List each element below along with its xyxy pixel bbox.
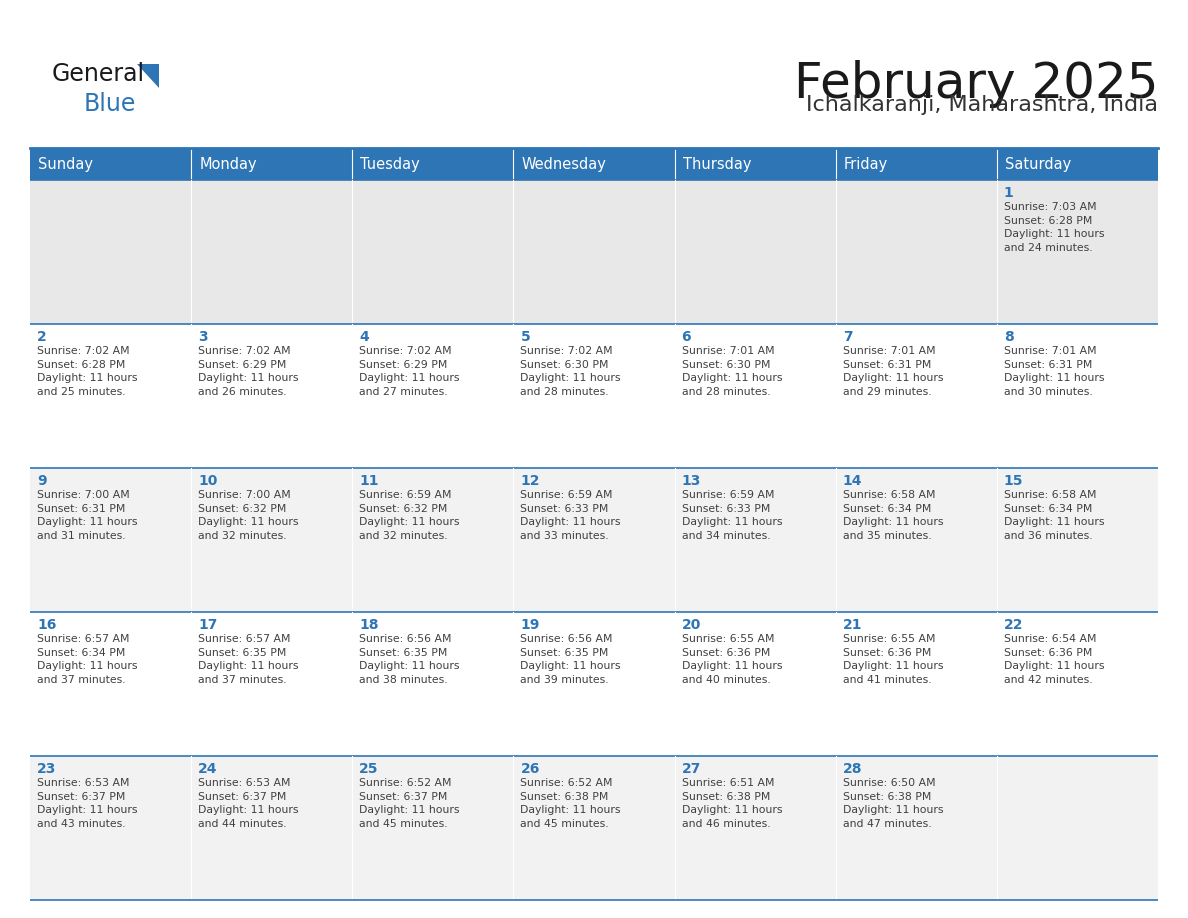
Text: Sunrise: 6:58 AM
Sunset: 6:34 PM
Daylight: 11 hours
and 35 minutes.: Sunrise: 6:58 AM Sunset: 6:34 PM Dayligh… bbox=[842, 490, 943, 541]
Text: Sunrise: 7:00 AM
Sunset: 6:32 PM
Daylight: 11 hours
and 32 minutes.: Sunrise: 7:00 AM Sunset: 6:32 PM Dayligh… bbox=[198, 490, 298, 541]
Bar bbox=[30, 148, 191, 180]
Bar bbox=[675, 148, 835, 180]
Bar bbox=[513, 148, 675, 180]
Bar bbox=[30, 468, 1158, 612]
Text: Sunrise: 7:02 AM
Sunset: 6:30 PM
Daylight: 11 hours
and 28 minutes.: Sunrise: 7:02 AM Sunset: 6:30 PM Dayligh… bbox=[520, 346, 621, 397]
Text: Sunrise: 6:56 AM
Sunset: 6:35 PM
Daylight: 11 hours
and 38 minutes.: Sunrise: 6:56 AM Sunset: 6:35 PM Dayligh… bbox=[359, 634, 460, 685]
Text: Sunrise: 6:55 AM
Sunset: 6:36 PM
Daylight: 11 hours
and 41 minutes.: Sunrise: 6:55 AM Sunset: 6:36 PM Dayligh… bbox=[842, 634, 943, 685]
Text: Thursday: Thursday bbox=[683, 156, 751, 172]
Text: Sunrise: 6:52 AM
Sunset: 6:38 PM
Daylight: 11 hours
and 45 minutes.: Sunrise: 6:52 AM Sunset: 6:38 PM Dayligh… bbox=[520, 778, 621, 829]
Text: February 2025: February 2025 bbox=[794, 60, 1158, 108]
Text: Sunrise: 6:53 AM
Sunset: 6:37 PM
Daylight: 11 hours
and 44 minutes.: Sunrise: 6:53 AM Sunset: 6:37 PM Dayligh… bbox=[198, 778, 298, 829]
Bar bbox=[30, 612, 1158, 756]
Text: 7: 7 bbox=[842, 330, 852, 344]
Text: Sunrise: 6:52 AM
Sunset: 6:37 PM
Daylight: 11 hours
and 45 minutes.: Sunrise: 6:52 AM Sunset: 6:37 PM Dayligh… bbox=[359, 778, 460, 829]
Text: Sunrise: 7:02 AM
Sunset: 6:29 PM
Daylight: 11 hours
and 26 minutes.: Sunrise: 7:02 AM Sunset: 6:29 PM Dayligh… bbox=[198, 346, 298, 397]
Bar bbox=[191, 148, 353, 180]
Text: 23: 23 bbox=[37, 762, 56, 776]
Text: General: General bbox=[52, 62, 145, 86]
Text: 16: 16 bbox=[37, 618, 56, 632]
Text: 12: 12 bbox=[520, 474, 539, 488]
Text: Sunrise: 6:50 AM
Sunset: 6:38 PM
Daylight: 11 hours
and 47 minutes.: Sunrise: 6:50 AM Sunset: 6:38 PM Dayligh… bbox=[842, 778, 943, 829]
Text: 26: 26 bbox=[520, 762, 539, 776]
Text: Sunrise: 7:01 AM
Sunset: 6:31 PM
Daylight: 11 hours
and 29 minutes.: Sunrise: 7:01 AM Sunset: 6:31 PM Dayligh… bbox=[842, 346, 943, 397]
Text: Sunrise: 6:54 AM
Sunset: 6:36 PM
Daylight: 11 hours
and 42 minutes.: Sunrise: 6:54 AM Sunset: 6:36 PM Dayligh… bbox=[1004, 634, 1105, 685]
Text: 10: 10 bbox=[198, 474, 217, 488]
Text: 25: 25 bbox=[359, 762, 379, 776]
Text: 28: 28 bbox=[842, 762, 862, 776]
Text: 2: 2 bbox=[37, 330, 46, 344]
Text: 6: 6 bbox=[682, 330, 691, 344]
Text: Sunrise: 7:02 AM
Sunset: 6:28 PM
Daylight: 11 hours
and 25 minutes.: Sunrise: 7:02 AM Sunset: 6:28 PM Dayligh… bbox=[37, 346, 138, 397]
Text: 20: 20 bbox=[682, 618, 701, 632]
Text: 4: 4 bbox=[359, 330, 369, 344]
Text: Sunrise: 6:51 AM
Sunset: 6:38 PM
Daylight: 11 hours
and 46 minutes.: Sunrise: 6:51 AM Sunset: 6:38 PM Dayligh… bbox=[682, 778, 782, 829]
Text: 5: 5 bbox=[520, 330, 530, 344]
Text: Tuesday: Tuesday bbox=[360, 156, 421, 172]
Text: Sunrise: 6:59 AM
Sunset: 6:33 PM
Daylight: 11 hours
and 33 minutes.: Sunrise: 6:59 AM Sunset: 6:33 PM Dayligh… bbox=[520, 490, 621, 541]
Text: Sunrise: 6:53 AM
Sunset: 6:37 PM
Daylight: 11 hours
and 43 minutes.: Sunrise: 6:53 AM Sunset: 6:37 PM Dayligh… bbox=[37, 778, 138, 829]
Text: Sunrise: 6:59 AM
Sunset: 6:33 PM
Daylight: 11 hours
and 34 minutes.: Sunrise: 6:59 AM Sunset: 6:33 PM Dayligh… bbox=[682, 490, 782, 541]
Text: 17: 17 bbox=[198, 618, 217, 632]
Text: 11: 11 bbox=[359, 474, 379, 488]
Text: Sunrise: 6:57 AM
Sunset: 6:35 PM
Daylight: 11 hours
and 37 minutes.: Sunrise: 6:57 AM Sunset: 6:35 PM Dayligh… bbox=[198, 634, 298, 685]
Text: 21: 21 bbox=[842, 618, 862, 632]
Text: Wednesday: Wednesday bbox=[522, 156, 606, 172]
Text: 24: 24 bbox=[198, 762, 217, 776]
Text: Sunrise: 7:03 AM
Sunset: 6:28 PM
Daylight: 11 hours
and 24 minutes.: Sunrise: 7:03 AM Sunset: 6:28 PM Dayligh… bbox=[1004, 202, 1105, 252]
Text: Sunrise: 6:56 AM
Sunset: 6:35 PM
Daylight: 11 hours
and 39 minutes.: Sunrise: 6:56 AM Sunset: 6:35 PM Dayligh… bbox=[520, 634, 621, 685]
Text: Sunrise: 6:55 AM
Sunset: 6:36 PM
Daylight: 11 hours
and 40 minutes.: Sunrise: 6:55 AM Sunset: 6:36 PM Dayligh… bbox=[682, 634, 782, 685]
Bar bbox=[30, 324, 1158, 468]
Text: 19: 19 bbox=[520, 618, 539, 632]
Text: 27: 27 bbox=[682, 762, 701, 776]
Text: 1: 1 bbox=[1004, 186, 1013, 200]
Polygon shape bbox=[137, 64, 159, 88]
Text: Ichalkaranji, Maharashtra, India: Ichalkaranji, Maharashtra, India bbox=[805, 95, 1158, 115]
Text: 9: 9 bbox=[37, 474, 46, 488]
Text: Saturday: Saturday bbox=[1005, 156, 1072, 172]
Text: Sunrise: 7:01 AM
Sunset: 6:31 PM
Daylight: 11 hours
and 30 minutes.: Sunrise: 7:01 AM Sunset: 6:31 PM Dayligh… bbox=[1004, 346, 1105, 397]
Text: 18: 18 bbox=[359, 618, 379, 632]
Bar bbox=[835, 148, 997, 180]
Text: 13: 13 bbox=[682, 474, 701, 488]
Text: Sunrise: 7:01 AM
Sunset: 6:30 PM
Daylight: 11 hours
and 28 minutes.: Sunrise: 7:01 AM Sunset: 6:30 PM Dayligh… bbox=[682, 346, 782, 397]
Text: 22: 22 bbox=[1004, 618, 1023, 632]
Text: Blue: Blue bbox=[84, 92, 137, 116]
Bar bbox=[30, 180, 1158, 324]
Bar bbox=[353, 148, 513, 180]
Text: Sunday: Sunday bbox=[38, 156, 93, 172]
Bar bbox=[30, 756, 1158, 900]
Text: Sunrise: 6:59 AM
Sunset: 6:32 PM
Daylight: 11 hours
and 32 minutes.: Sunrise: 6:59 AM Sunset: 6:32 PM Dayligh… bbox=[359, 490, 460, 541]
Text: 8: 8 bbox=[1004, 330, 1013, 344]
Text: Sunrise: 6:58 AM
Sunset: 6:34 PM
Daylight: 11 hours
and 36 minutes.: Sunrise: 6:58 AM Sunset: 6:34 PM Dayligh… bbox=[1004, 490, 1105, 541]
Text: 14: 14 bbox=[842, 474, 862, 488]
Text: Sunrise: 7:00 AM
Sunset: 6:31 PM
Daylight: 11 hours
and 31 minutes.: Sunrise: 7:00 AM Sunset: 6:31 PM Dayligh… bbox=[37, 490, 138, 541]
Bar bbox=[997, 148, 1158, 180]
Text: 15: 15 bbox=[1004, 474, 1023, 488]
Text: Friday: Friday bbox=[843, 156, 887, 172]
Text: Sunrise: 6:57 AM
Sunset: 6:34 PM
Daylight: 11 hours
and 37 minutes.: Sunrise: 6:57 AM Sunset: 6:34 PM Dayligh… bbox=[37, 634, 138, 685]
Text: 3: 3 bbox=[198, 330, 208, 344]
Text: Monday: Monday bbox=[200, 156, 257, 172]
Text: Sunrise: 7:02 AM
Sunset: 6:29 PM
Daylight: 11 hours
and 27 minutes.: Sunrise: 7:02 AM Sunset: 6:29 PM Dayligh… bbox=[359, 346, 460, 397]
